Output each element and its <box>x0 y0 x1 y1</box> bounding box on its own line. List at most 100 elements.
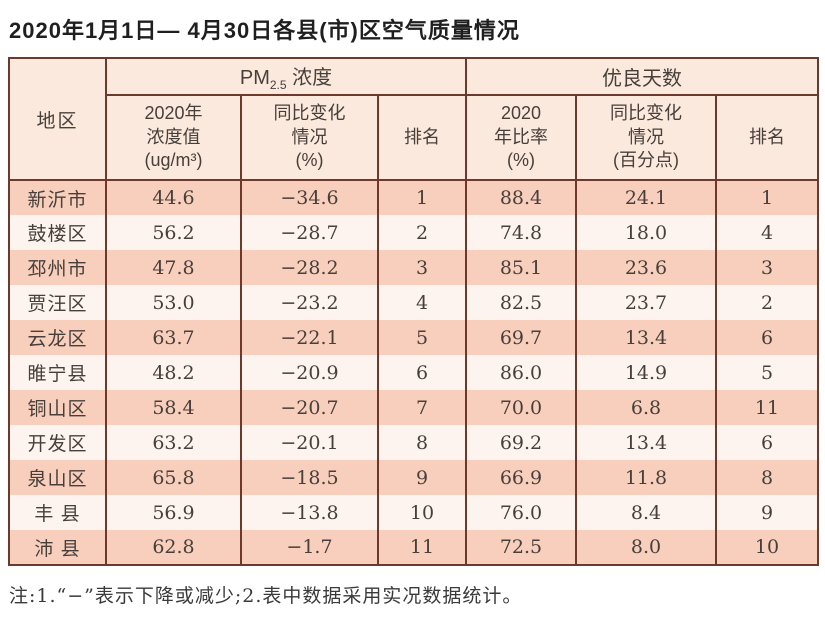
cell-good-ratio: 74.8 <box>465 215 577 250</box>
cell-region: 开发区 <box>8 425 107 460</box>
cell-good-rank: 9 <box>714 495 820 530</box>
table-row: 云龙区 63.7 −22.1 5 69.7 13.4 6 <box>8 320 820 355</box>
header-pm-rank: 排名 <box>377 94 467 181</box>
cell-region: 贾汪区 <box>8 285 107 320</box>
table-row: 邳州市 47.8 −28.2 3 85.1 23.6 3 <box>8 250 820 285</box>
cell-good-rank: 6 <box>714 320 820 355</box>
cell-good-ratio: 85.1 <box>465 250 577 285</box>
cell-good-change: 13.4 <box>575 425 717 460</box>
cell-pm-change: −13.8 <box>240 495 379 530</box>
header-good-change: 同比变化 情况 (百分点) <box>575 94 717 181</box>
cell-good-ratio: 86.0 <box>465 355 577 390</box>
cell-pm-value: 56.2 <box>105 215 242 250</box>
pm25-label: PM2.5 浓度 <box>239 67 333 92</box>
cell-pm-change: −23.2 <box>240 285 379 320</box>
cell-good-ratio: 69.2 <box>465 425 577 460</box>
header-sub-row: 2020年 浓度值 (ug/m³) 同比变化 情况 (%) 排名 2020 年比… <box>9 94 820 181</box>
cell-region: 云龙区 <box>8 320 107 355</box>
cell-good-change: 13.4 <box>575 320 717 355</box>
cell-pm-rank: 7 <box>377 390 467 425</box>
table-row: 泉山区 65.8 −18.5 9 66.9 11.8 8 <box>8 460 820 495</box>
cell-good-rank: 5 <box>714 355 820 390</box>
cell-pm-value: 47.8 <box>105 250 242 285</box>
cell-pm-change: −28.2 <box>240 250 379 285</box>
cell-pm-rank: 9 <box>377 460 467 495</box>
cell-pm-change: −20.9 <box>240 355 379 390</box>
table-row: 睢宁县 48.2 −20.9 6 86.0 14.9 5 <box>8 355 820 390</box>
page-title: 2020年1月1日— 4月30日各县(市)区空气质量情况 <box>9 18 520 43</box>
cell-good-ratio: 88.4 <box>465 180 577 215</box>
header-pm-change: 同比变化 情况 (%) <box>240 94 379 181</box>
cell-good-change: 18.0 <box>575 215 717 250</box>
cell-good-rank: 10 <box>714 530 820 565</box>
table-body: 新沂市 44.6 −34.6 1 88.4 24.1 1 鼓楼区 56.2 −28.7 2 74.8 1… <box>8 180 820 565</box>
cell-region: 铜山区 <box>8 390 107 425</box>
cell-good-ratio: 72.5 <box>465 530 577 565</box>
cell-region: 新沂市 <box>8 180 107 215</box>
cell-pm-rank: 6 <box>377 355 467 390</box>
header-region: 地区 <box>8 57 107 181</box>
header-pm-value: 2020年 浓度值 (ug/m³) <box>105 94 242 181</box>
cell-pm-rank: 3 <box>377 250 467 285</box>
cell-pm-change: −18.5 <box>240 460 379 495</box>
cell-good-change: 23.7 <box>575 285 717 320</box>
cell-good-rank: 6 <box>714 425 820 460</box>
cell-pm-change: −22.1 <box>240 320 379 355</box>
cell-good-ratio: 70.0 <box>465 390 577 425</box>
cell-good-rank: 11 <box>714 390 820 425</box>
cell-pm-rank: 10 <box>377 495 467 530</box>
cell-good-ratio: 66.9 <box>465 460 577 495</box>
cell-pm-value: 58.4 <box>105 390 242 425</box>
cell-pm-rank: 1 <box>377 180 467 215</box>
cell-good-change: 8.4 <box>575 495 717 530</box>
header-pm-group: PM2.5 浓度 <box>105 57 467 96</box>
cell-good-change: 6.8 <box>575 390 717 425</box>
cell-region: 沛 县 <box>8 530 107 565</box>
header-good-rank: 排名 <box>714 94 820 181</box>
cell-pm-rank: 2 <box>377 215 467 250</box>
cell-pm-change: −20.7 <box>240 390 379 425</box>
cell-pm-value: 63.2 <box>105 425 242 460</box>
table-row: 丰 县 56.9 −13.8 10 76.0 8.4 9 <box>8 495 820 530</box>
cell-pm-rank: 4 <box>377 285 467 320</box>
cell-good-ratio: 69.7 <box>465 320 577 355</box>
table-row: 铜山区 58.4 −20.7 7 70.0 6.8 11 <box>8 390 820 425</box>
cell-region: 丰 县 <box>8 495 107 530</box>
table-row: 开发区 63.2 −20.1 8 69.2 13.4 6 <box>8 425 820 460</box>
cell-pm-value: 63.7 <box>105 320 242 355</box>
cell-pm-change: −20.1 <box>240 425 379 460</box>
header-group-row: 地区 PM2.5 浓度 优良天数 <box>8 57 820 181</box>
table-row: 沛 县 62.8 −1.7 11 72.5 8.0 10 <box>8 530 820 565</box>
cell-good-change: 23.6 <box>575 250 717 285</box>
cell-pm-rank: 8 <box>377 425 467 460</box>
cell-good-rank: 3 <box>714 250 820 285</box>
cell-pm-change: −34.6 <box>240 180 379 215</box>
cell-good-ratio: 76.0 <box>465 495 577 530</box>
footnote: 注:1.“−”表示下降或减少;2.表中数据采用实况数据统计。 <box>9 585 523 607</box>
cell-good-change: 14.9 <box>575 355 717 390</box>
cell-pm-change: −1.7 <box>240 530 379 565</box>
table-row: 贾汪区 53.0 −23.2 4 82.5 23.7 2 <box>8 285 820 320</box>
cell-good-change: 8.0 <box>575 530 717 565</box>
header-good-days-group: 优良天数 <box>464 57 820 96</box>
cell-pm-value: 62.8 <box>105 530 242 565</box>
cell-good-rank: 4 <box>714 215 820 250</box>
cell-pm-value: 48.2 <box>105 355 242 390</box>
cell-region: 邳州市 <box>8 250 107 285</box>
cell-pm-value: 44.6 <box>105 180 242 215</box>
cell-good-rank: 1 <box>714 180 820 215</box>
table-row: 新沂市 44.6 −34.6 1 88.4 24.1 1 <box>8 180 820 215</box>
cell-pm-change: −28.7 <box>240 215 379 250</box>
cell-good-ratio: 82.5 <box>465 285 577 320</box>
cell-region: 鼓楼区 <box>8 215 107 250</box>
cell-region: 泉山区 <box>8 460 107 495</box>
cell-good-change: 24.1 <box>575 180 717 215</box>
cell-pm-value: 65.8 <box>105 460 242 495</box>
header-good-ratio: 2020 年比率 (%) <box>465 94 577 181</box>
cell-pm-rank: 11 <box>377 530 467 565</box>
table-header: 地区 PM2.5 浓度 优良天数 2020年 浓度值 (ug/m³) 同比变化 … <box>8 57 820 181</box>
air-quality-table: 地区 PM2.5 浓度 优良天数 2020年 浓度值 (ug/m³) 同比变化 … <box>8 57 820 566</box>
cell-region: 睢宁县 <box>8 355 107 390</box>
cell-good-change: 11.8 <box>575 460 717 495</box>
